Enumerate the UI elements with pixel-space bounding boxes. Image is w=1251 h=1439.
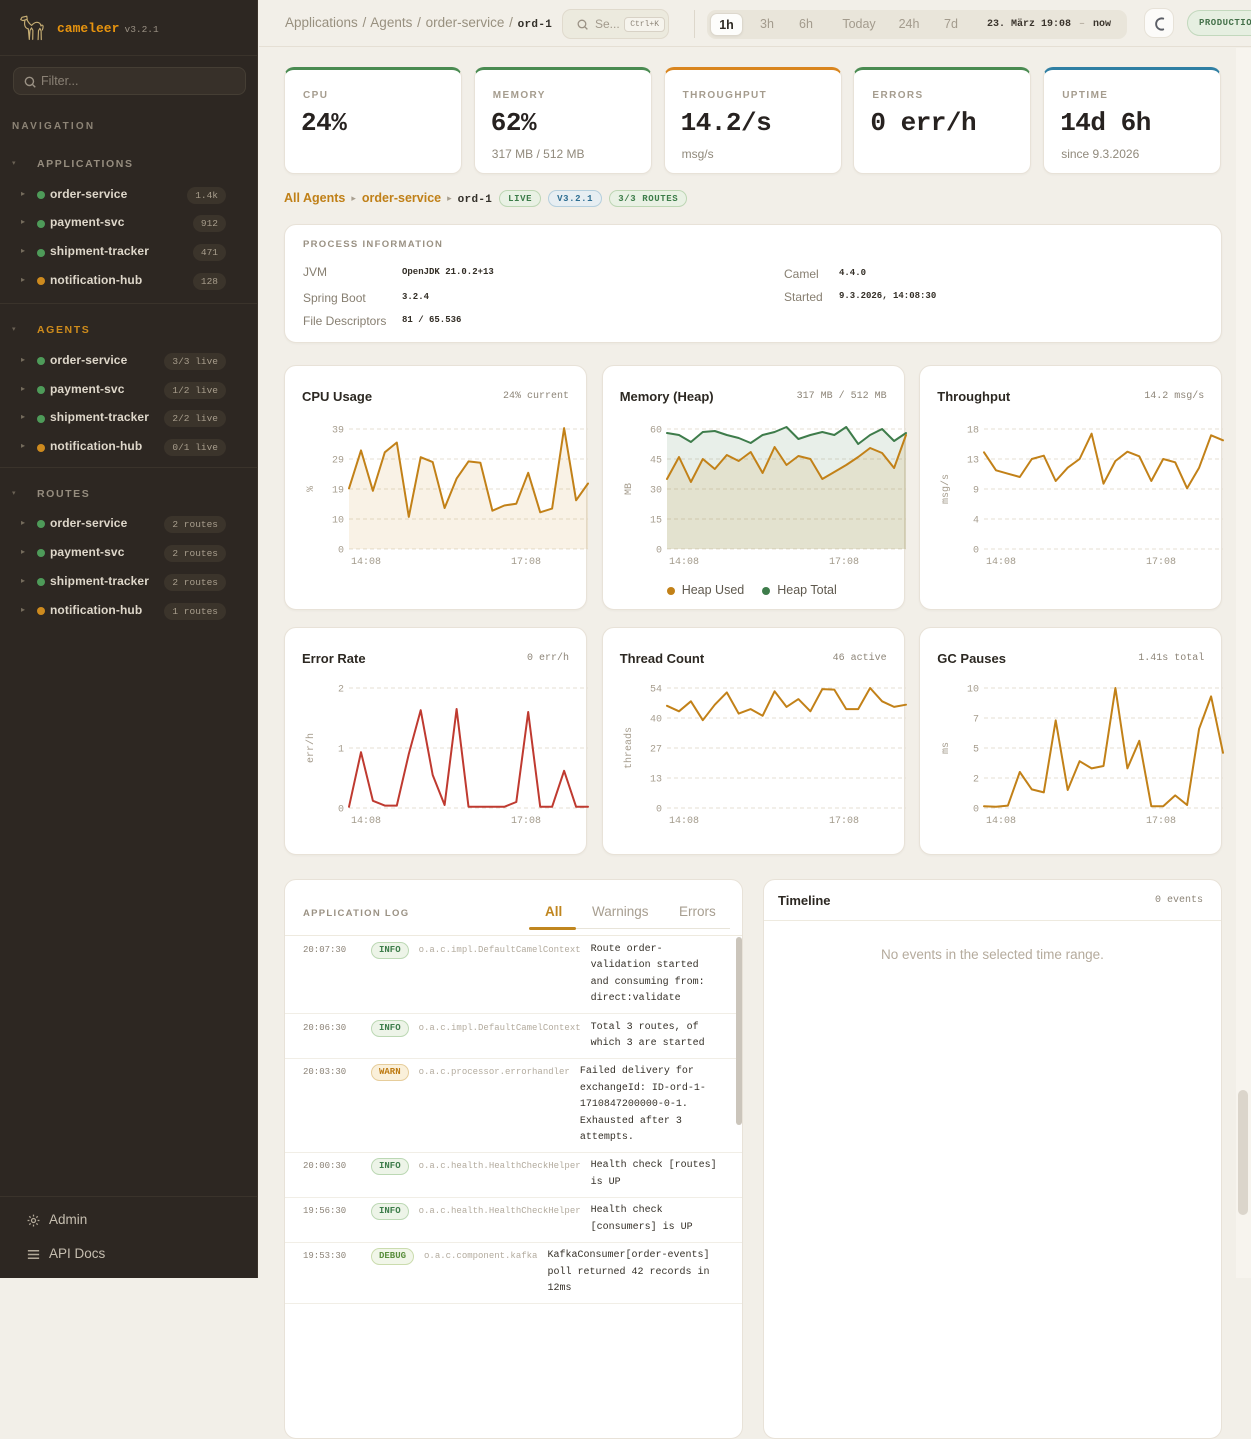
svg-text:14:08: 14:08: [669, 816, 699, 827]
svg-text:14:08: 14:08: [986, 557, 1016, 568]
svg-text:2: 2: [973, 775, 979, 786]
svg-text:19: 19: [332, 486, 344, 497]
svg-text:17:08: 17:08: [1146, 557, 1176, 568]
svg-text:ms: ms: [941, 742, 952, 754]
svg-text:15: 15: [650, 516, 662, 527]
svg-text:30: 30: [650, 486, 662, 497]
svg-text:18: 18: [967, 426, 979, 437]
svg-text:40: 40: [650, 715, 662, 726]
svg-text:13: 13: [650, 775, 662, 786]
svg-text:0: 0: [338, 805, 344, 816]
svg-text:39: 39: [332, 426, 344, 437]
svg-text:14:08: 14:08: [351, 557, 381, 568]
svg-text:2: 2: [338, 685, 344, 696]
svg-text:54: 54: [650, 685, 662, 696]
svg-text:10: 10: [332, 516, 344, 527]
svg-text:27: 27: [650, 745, 662, 756]
svg-text:threads: threads: [623, 727, 635, 769]
svg-text:14:08: 14:08: [351, 816, 381, 827]
svg-text:0: 0: [973, 805, 979, 816]
svg-text:14:08: 14:08: [669, 557, 699, 568]
svg-text:err/h: err/h: [305, 733, 317, 763]
svg-text:MB: MB: [624, 483, 635, 495]
svg-text:0: 0: [973, 546, 979, 557]
svg-text:60: 60: [650, 426, 662, 437]
svg-text:10: 10: [967, 685, 979, 696]
svg-text:17:08: 17:08: [511, 557, 541, 568]
svg-text:4: 4: [973, 516, 979, 527]
svg-text:5: 5: [973, 745, 979, 756]
svg-text:17:08: 17:08: [511, 816, 541, 827]
svg-text:0: 0: [338, 546, 344, 557]
svg-text:%: %: [306, 486, 317, 492]
svg-text:0: 0: [656, 546, 662, 557]
svg-text:13: 13: [967, 456, 979, 467]
svg-text:17:08: 17:08: [829, 557, 859, 568]
svg-text:17:08: 17:08: [829, 816, 859, 827]
svg-text:14:08: 14:08: [986, 816, 1016, 827]
svg-text:0: 0: [656, 805, 662, 816]
svg-text:msg/s: msg/s: [940, 474, 952, 504]
svg-text:29: 29: [332, 456, 344, 467]
svg-text:45: 45: [650, 456, 662, 467]
svg-text:17:08: 17:08: [1146, 816, 1176, 827]
svg-text:7: 7: [973, 715, 979, 726]
svg-text:1: 1: [338, 745, 344, 756]
svg-text:9: 9: [973, 486, 979, 497]
